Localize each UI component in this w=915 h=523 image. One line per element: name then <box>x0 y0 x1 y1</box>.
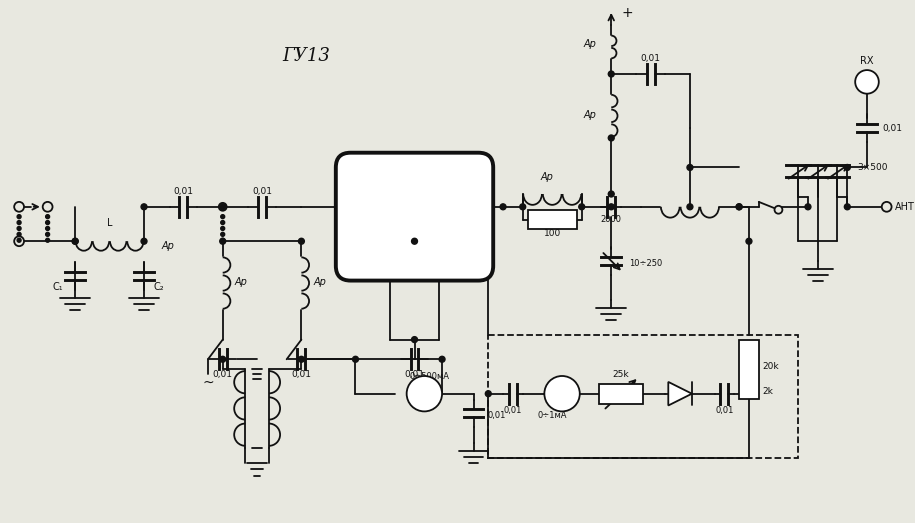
Circle shape <box>17 238 21 242</box>
Circle shape <box>141 204 147 210</box>
Circle shape <box>298 356 305 362</box>
Circle shape <box>805 204 811 210</box>
Circle shape <box>221 221 225 224</box>
Text: Ар: Ар <box>313 278 326 288</box>
Text: 3×500: 3×500 <box>857 163 888 173</box>
Circle shape <box>746 238 752 244</box>
Circle shape <box>43 202 52 212</box>
Circle shape <box>485 391 491 396</box>
Text: 20k: 20k <box>763 362 780 371</box>
Circle shape <box>46 226 49 231</box>
Text: 0,01: 0,01 <box>173 187 193 196</box>
Text: 10÷250: 10÷250 <box>629 259 662 268</box>
Circle shape <box>608 135 614 141</box>
Text: АНТ: АНТ <box>895 202 914 212</box>
Text: Ар: Ар <box>584 39 597 50</box>
Text: +: + <box>621 6 632 20</box>
Circle shape <box>687 204 693 210</box>
Circle shape <box>352 356 359 362</box>
Bar <box>528 210 576 230</box>
Circle shape <box>46 232 49 236</box>
Circle shape <box>14 236 24 246</box>
Circle shape <box>439 356 445 362</box>
Text: 0,01: 0,01 <box>404 370 425 379</box>
Text: RX: RX <box>860 56 874 66</box>
Circle shape <box>221 238 225 242</box>
Text: 2k: 2k <box>763 386 773 396</box>
Circle shape <box>219 203 227 211</box>
Circle shape <box>608 71 614 77</box>
Text: 0,01: 0,01 <box>252 187 272 196</box>
Text: 0,01: 0,01 <box>212 370 232 379</box>
Text: 0,01: 0,01 <box>716 406 734 415</box>
Text: Ар: Ар <box>584 110 597 120</box>
Circle shape <box>298 238 305 244</box>
Text: Ар: Ар <box>541 172 554 182</box>
Circle shape <box>579 204 585 210</box>
Circle shape <box>774 206 782 214</box>
Text: ~: ~ <box>202 376 214 390</box>
Circle shape <box>14 202 24 212</box>
Circle shape <box>687 165 693 170</box>
Text: 100: 100 <box>544 229 561 238</box>
Circle shape <box>856 70 878 94</box>
Bar <box>489 335 798 458</box>
Text: 0,01: 0,01 <box>488 411 506 420</box>
Text: 2000: 2000 <box>601 214 621 223</box>
Circle shape <box>406 376 442 412</box>
Circle shape <box>72 238 78 244</box>
Circle shape <box>221 214 225 219</box>
Circle shape <box>220 204 226 210</box>
Circle shape <box>17 221 21 224</box>
Circle shape <box>17 226 21 231</box>
Circle shape <box>46 214 49 219</box>
Circle shape <box>220 356 226 362</box>
Circle shape <box>72 238 78 244</box>
Circle shape <box>221 226 225 231</box>
Text: L: L <box>107 219 113 229</box>
Circle shape <box>501 204 506 210</box>
Circle shape <box>221 232 225 236</box>
Circle shape <box>544 376 580 412</box>
Bar <box>599 384 642 404</box>
Circle shape <box>845 165 850 170</box>
Circle shape <box>46 238 49 242</box>
Circle shape <box>608 204 614 210</box>
Circle shape <box>882 202 891 212</box>
FancyBboxPatch shape <box>336 153 493 280</box>
Text: 0,01: 0,01 <box>291 370 311 379</box>
Text: C₁: C₁ <box>52 282 63 292</box>
Text: ГУ13: ГУ13 <box>283 47 330 65</box>
Circle shape <box>141 238 147 244</box>
Circle shape <box>845 204 850 210</box>
Text: 25k: 25k <box>613 370 630 379</box>
Text: 0,01: 0,01 <box>503 406 522 415</box>
Text: 0÷500мА: 0÷500мА <box>410 372 449 381</box>
Circle shape <box>520 204 525 210</box>
Circle shape <box>412 238 417 244</box>
Circle shape <box>17 232 21 236</box>
Text: 0,01: 0,01 <box>640 54 661 63</box>
Text: 0,01: 0,01 <box>883 124 903 133</box>
Circle shape <box>412 337 417 343</box>
Circle shape <box>737 204 742 210</box>
Circle shape <box>220 238 226 244</box>
Circle shape <box>46 221 49 224</box>
Text: Ар: Ар <box>162 241 175 251</box>
Polygon shape <box>668 382 692 405</box>
Bar <box>739 339 759 399</box>
Text: C₂: C₂ <box>154 282 165 292</box>
Circle shape <box>737 204 742 210</box>
Text: Ар: Ар <box>234 278 247 288</box>
Circle shape <box>17 214 21 219</box>
Circle shape <box>608 191 614 197</box>
Text: 0÷1мА: 0÷1мА <box>537 411 567 420</box>
